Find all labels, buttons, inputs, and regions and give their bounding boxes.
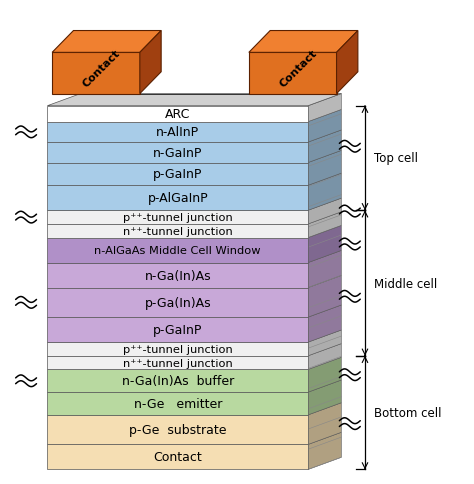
Polygon shape <box>249 31 358 53</box>
Bar <box>47 238 308 263</box>
Bar <box>47 356 308 370</box>
Polygon shape <box>308 226 341 263</box>
Bar <box>47 211 308 225</box>
Text: p-AlGaInP: p-AlGaInP <box>147 192 208 205</box>
Bar <box>47 370 308 393</box>
Bar <box>47 318 308 343</box>
Bar <box>47 225 308 238</box>
Text: p⁺⁺-tunnel junction: p⁺⁺-tunnel junction <box>123 212 233 223</box>
Text: n⁺⁺-tunnel junction: n⁺⁺-tunnel junction <box>123 358 233 368</box>
Bar <box>47 415 308 444</box>
Text: n-Ge   emitter: n-Ge emitter <box>134 397 222 410</box>
Polygon shape <box>52 31 161 53</box>
Text: ARC: ARC <box>165 108 191 121</box>
Polygon shape <box>308 251 341 288</box>
Bar <box>47 143 308 163</box>
Bar <box>47 163 308 186</box>
Text: p-Ga(In)As: p-Ga(In)As <box>145 296 211 309</box>
Polygon shape <box>308 331 341 356</box>
Text: p-Ge  substrate: p-Ge substrate <box>129 424 227 436</box>
Bar <box>47 186 308 211</box>
Text: n-AlInP: n-AlInP <box>156 126 199 139</box>
Polygon shape <box>308 94 341 122</box>
Text: Contact: Contact <box>277 48 319 89</box>
Text: n-Ga(In)As: n-Ga(In)As <box>145 269 211 282</box>
Bar <box>47 343 308 356</box>
Polygon shape <box>308 131 341 163</box>
Polygon shape <box>308 358 341 393</box>
Bar <box>47 106 308 122</box>
Text: Bottom cell: Bottom cell <box>374 406 441 419</box>
Polygon shape <box>308 199 341 225</box>
Text: p-GaInP: p-GaInP <box>153 323 202 336</box>
Bar <box>47 288 308 318</box>
Text: Contact: Contact <box>81 48 122 89</box>
Bar <box>249 53 337 94</box>
Text: n-AlGaAs Middle Cell Window: n-AlGaAs Middle Cell Window <box>94 245 261 256</box>
Bar <box>47 122 308 143</box>
Polygon shape <box>308 344 341 370</box>
Text: Top cell: Top cell <box>374 152 418 165</box>
Text: Contact: Contact <box>154 451 202 464</box>
Text: n-GaInP: n-GaInP <box>153 147 202 159</box>
Text: p-GaInP: p-GaInP <box>153 168 202 181</box>
Bar <box>52 53 140 94</box>
Polygon shape <box>308 432 341 469</box>
Polygon shape <box>308 174 341 211</box>
Polygon shape <box>308 212 341 238</box>
Bar <box>47 393 308 415</box>
Polygon shape <box>140 31 161 94</box>
Polygon shape <box>47 94 341 106</box>
Text: n⁺⁺-tunnel junction: n⁺⁺-tunnel junction <box>123 227 233 236</box>
Polygon shape <box>308 151 341 186</box>
Text: Middle cell: Middle cell <box>374 277 437 290</box>
Bar <box>47 263 308 288</box>
Polygon shape <box>308 403 341 444</box>
Bar <box>47 444 308 469</box>
Polygon shape <box>337 31 358 94</box>
Polygon shape <box>308 110 341 143</box>
Text: p⁺⁺-tunnel junction: p⁺⁺-tunnel junction <box>123 344 233 354</box>
Polygon shape <box>308 305 341 343</box>
Polygon shape <box>308 276 341 318</box>
Polygon shape <box>308 380 341 415</box>
Text: n-Ga(In)As  buffer: n-Ga(In)As buffer <box>122 375 234 388</box>
